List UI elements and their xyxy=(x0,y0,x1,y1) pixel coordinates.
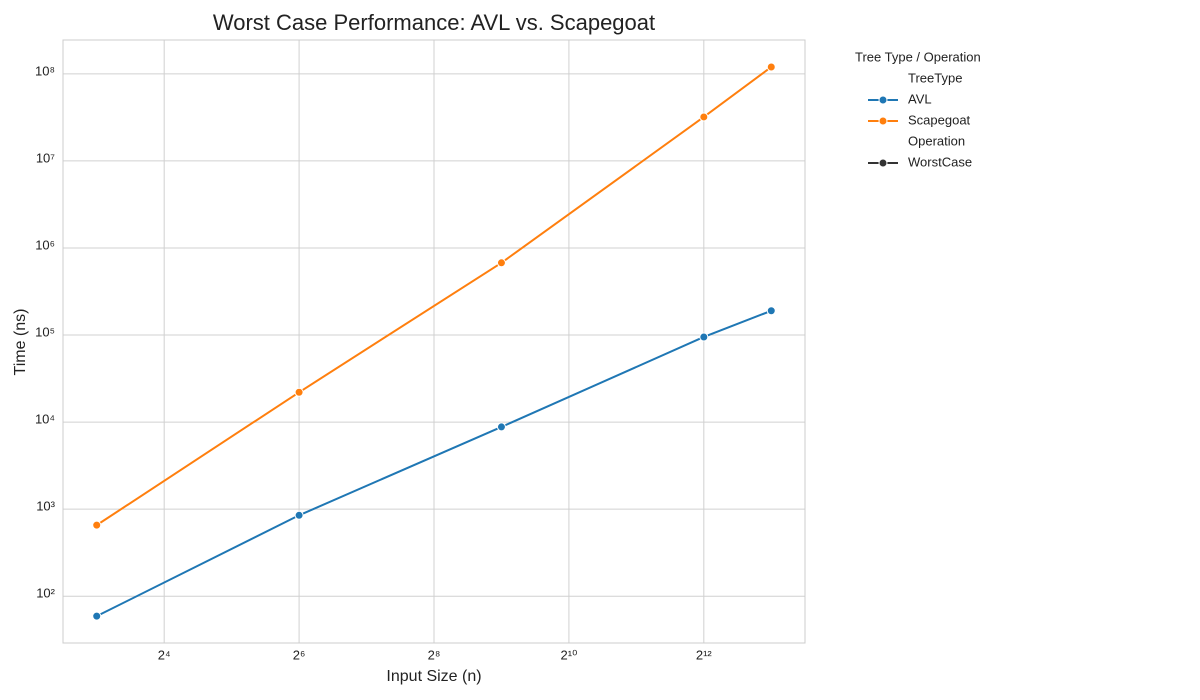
y-tick-label: 10⁸ xyxy=(35,63,55,78)
x-tick-label: 2¹⁰ xyxy=(561,647,578,662)
legend-marker xyxy=(878,116,888,126)
legend-label: Scapegoat xyxy=(908,112,971,127)
y-tick-label: 10³ xyxy=(36,499,55,514)
plot-border xyxy=(62,39,806,644)
legend-label: WorstCase xyxy=(908,154,972,169)
data-point xyxy=(496,258,506,268)
data-point xyxy=(699,332,709,342)
data-point xyxy=(92,520,102,530)
y-tick-label: 10⁵ xyxy=(35,324,55,339)
y-tick-label: 10⁷ xyxy=(36,150,55,165)
x-tick-label: 2⁸ xyxy=(428,647,441,662)
chart-title: Worst Case Performance: AVL vs. Scapegoa… xyxy=(213,10,655,35)
legend-title: Tree Type / Operation xyxy=(855,49,981,64)
x-axis-label: Input Size (n) xyxy=(386,668,481,685)
data-point xyxy=(92,611,102,621)
legend-marker xyxy=(878,95,888,105)
legend-marker xyxy=(878,158,888,168)
data-point xyxy=(766,62,776,72)
legend-section: TreeType xyxy=(908,70,962,85)
y-tick-label: 10² xyxy=(36,586,55,601)
data-point xyxy=(766,306,776,316)
legend-label: AVL xyxy=(908,91,932,106)
legend-section: Operation xyxy=(908,133,965,148)
data-point xyxy=(294,387,304,397)
data-point xyxy=(699,112,709,122)
y-axis-label: Time (ns) xyxy=(12,309,29,376)
x-tick-label: 2⁴ xyxy=(158,647,171,662)
x-tick-label: 2⁶ xyxy=(293,647,306,662)
y-tick-label: 10⁶ xyxy=(35,237,55,252)
y-tick-label: 10⁴ xyxy=(35,412,55,427)
x-tick-label: 2¹² xyxy=(696,647,713,662)
data-point xyxy=(294,510,304,520)
data-point xyxy=(496,422,506,432)
